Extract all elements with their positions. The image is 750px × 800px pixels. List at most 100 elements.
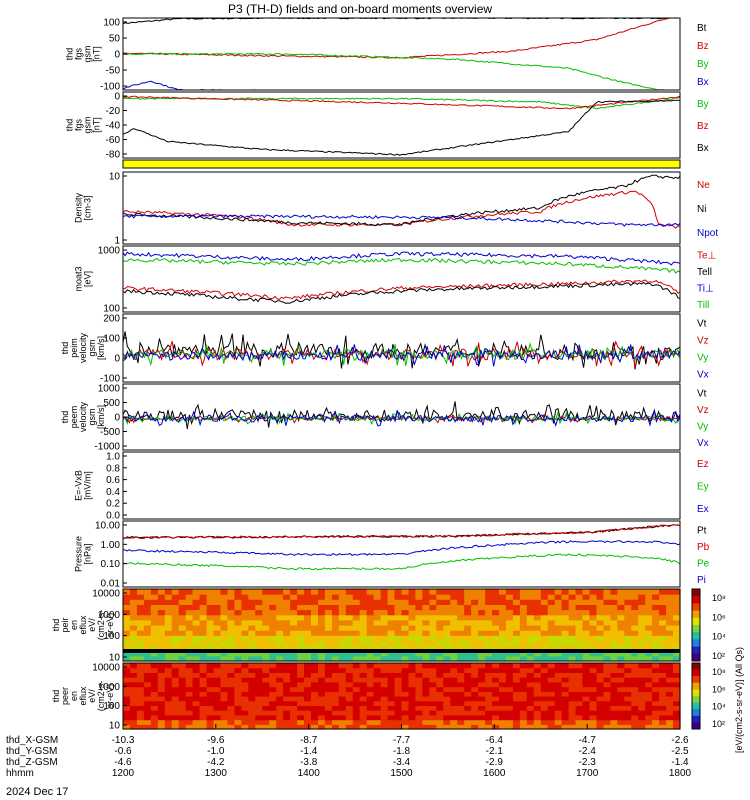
- spectrogram-cell: [478, 719, 486, 725]
- series-density-Npot: [122, 214, 681, 227]
- ylabel-line: (cm2-s-: [96, 681, 106, 712]
- spectrogram-cell: [408, 645, 417, 652]
- spectrogram-cell: [213, 635, 222, 641]
- spectrogram-cell: [206, 681, 215, 688]
- spectrogram-cell: [575, 677, 584, 683]
- legend-fgs-Bx: Bx: [697, 77, 709, 88]
- spectrogram-cell: [304, 604, 312, 611]
- spectrogram-cell: [394, 696, 403, 702]
- spectrogram-cell: [673, 691, 681, 697]
- spectrogram-cell: [373, 630, 382, 636]
- spectrogram-cell: [673, 604, 681, 611]
- spectrogram-cell: [269, 630, 277, 636]
- spectrogram-cell: [617, 614, 625, 621]
- spectrogram-cell: [318, 619, 326, 626]
- ylabel-line: en: [69, 691, 79, 701]
- spectrogram-cell: [512, 650, 521, 657]
- spectrogram-cell: [624, 700, 632, 706]
- spectrogram-cell: [255, 635, 263, 641]
- colorbar-label: [eV/(cm2-s-sr-eV)] (All Qs): [734, 647, 744, 753]
- spectrogram-cell: [276, 589, 284, 595]
- spectrogram-cell: [276, 635, 284, 641]
- spectrogram-cell: [450, 710, 458, 716]
- spectrogram-cell: [659, 700, 667, 706]
- spectrogram-cell: [143, 619, 152, 626]
- spectrogram-cell: [401, 691, 410, 697]
- ytick-label: 1000: [98, 610, 121, 621]
- spectrogram-cell: [659, 681, 667, 688]
- spectrogram-cell: [505, 710, 514, 716]
- spectrogram-cell: [234, 650, 242, 657]
- spectrogram-cell: [582, 724, 591, 730]
- spectrogram-cell: [185, 705, 194, 711]
- spectrogram-cell: [603, 705, 611, 711]
- spectrogram-cell: [533, 681, 542, 688]
- ephemeris-row-label: thd_Z-GSM: [6, 757, 58, 768]
- spectrogram-cell: [617, 714, 625, 721]
- spectrogram-cell: [387, 594, 396, 600]
- spectrogram-cell: [512, 710, 521, 716]
- spectrogram-cell: [624, 609, 632, 616]
- spectrogram-cell: [227, 589, 235, 595]
- spectrogram-cell: [450, 681, 458, 688]
- series-temps-Ti⊥: [122, 251, 681, 266]
- spectrogram-cell: [206, 619, 215, 626]
- spectrogram-cell: [568, 640, 577, 647]
- spectrogram-cell: [220, 599, 229, 605]
- spectrogram-cell: [429, 705, 437, 711]
- spectrogram-cell: [450, 604, 458, 611]
- spectrogram-cell: [645, 714, 653, 721]
- spectrogram-cell: [533, 635, 542, 641]
- spectrogram-cell: [255, 604, 263, 611]
- spectrogram-cell: [575, 686, 584, 692]
- spectrogram-cell: [485, 705, 493, 711]
- spectrogram-cell: [471, 630, 479, 636]
- spectrogram-cell: [283, 614, 291, 621]
- spectrogram-cell: [526, 672, 535, 678]
- spectrogram-cell: [645, 614, 653, 621]
- spectrogram-cell: [373, 696, 382, 702]
- spectrogram-cell: [366, 609, 375, 616]
- spectrogram-cell: [338, 589, 347, 595]
- series-peim-Vx: [122, 344, 681, 367]
- spectrogram-cell: [547, 672, 556, 678]
- spectrogram-cell: [415, 686, 423, 692]
- spectrogram-cell: [610, 681, 618, 688]
- spectrogram-cell: [526, 655, 535, 662]
- spectrogram-cell: [617, 635, 625, 641]
- spectrogram-cell: [422, 594, 430, 600]
- spectrogram-cell: [220, 640, 229, 647]
- spectrogram-cell: [561, 650, 570, 657]
- spectrogram-cell: [143, 655, 152, 662]
- spectrogram-cell: [610, 672, 618, 678]
- spectrogram-cell: [199, 594, 208, 600]
- spectrogram-cell: [157, 714, 166, 721]
- spectrogram-cell: [429, 625, 437, 631]
- spectrogram-cell: [624, 710, 632, 716]
- spectrogram-cell: [199, 609, 208, 616]
- spectrogram-cell: [485, 686, 493, 692]
- spectrogram-cell: [311, 714, 319, 721]
- spectrogram-cell: [387, 681, 396, 688]
- spectrogram-cell: [457, 677, 465, 683]
- legend-temps-Tell: Tell: [697, 267, 712, 278]
- spectrogram-cell: [227, 625, 235, 631]
- spectrogram-cell: [213, 705, 222, 711]
- spectrogram-cell: [638, 635, 646, 641]
- spectrogram-cell: [185, 635, 194, 641]
- spectrogram-cell: [380, 604, 389, 611]
- spectrogram-cell: [276, 663, 284, 669]
- spectrogram-cell: [554, 645, 563, 652]
- spectrogram-cell: [123, 655, 131, 662]
- spectrogram-cell: [241, 705, 249, 711]
- spectrogram-cell: [540, 691, 549, 697]
- spectrogram-cell: [575, 705, 584, 711]
- spectrogram-cell: [394, 594, 403, 600]
- spectrogram-cell: [304, 700, 312, 706]
- spectrogram-cell: [666, 625, 674, 631]
- spectrogram-cell: [352, 700, 361, 706]
- spectrogram-cell: [408, 719, 417, 725]
- spectrogram-cell: [192, 696, 201, 702]
- spectrogram-cell: [568, 724, 577, 730]
